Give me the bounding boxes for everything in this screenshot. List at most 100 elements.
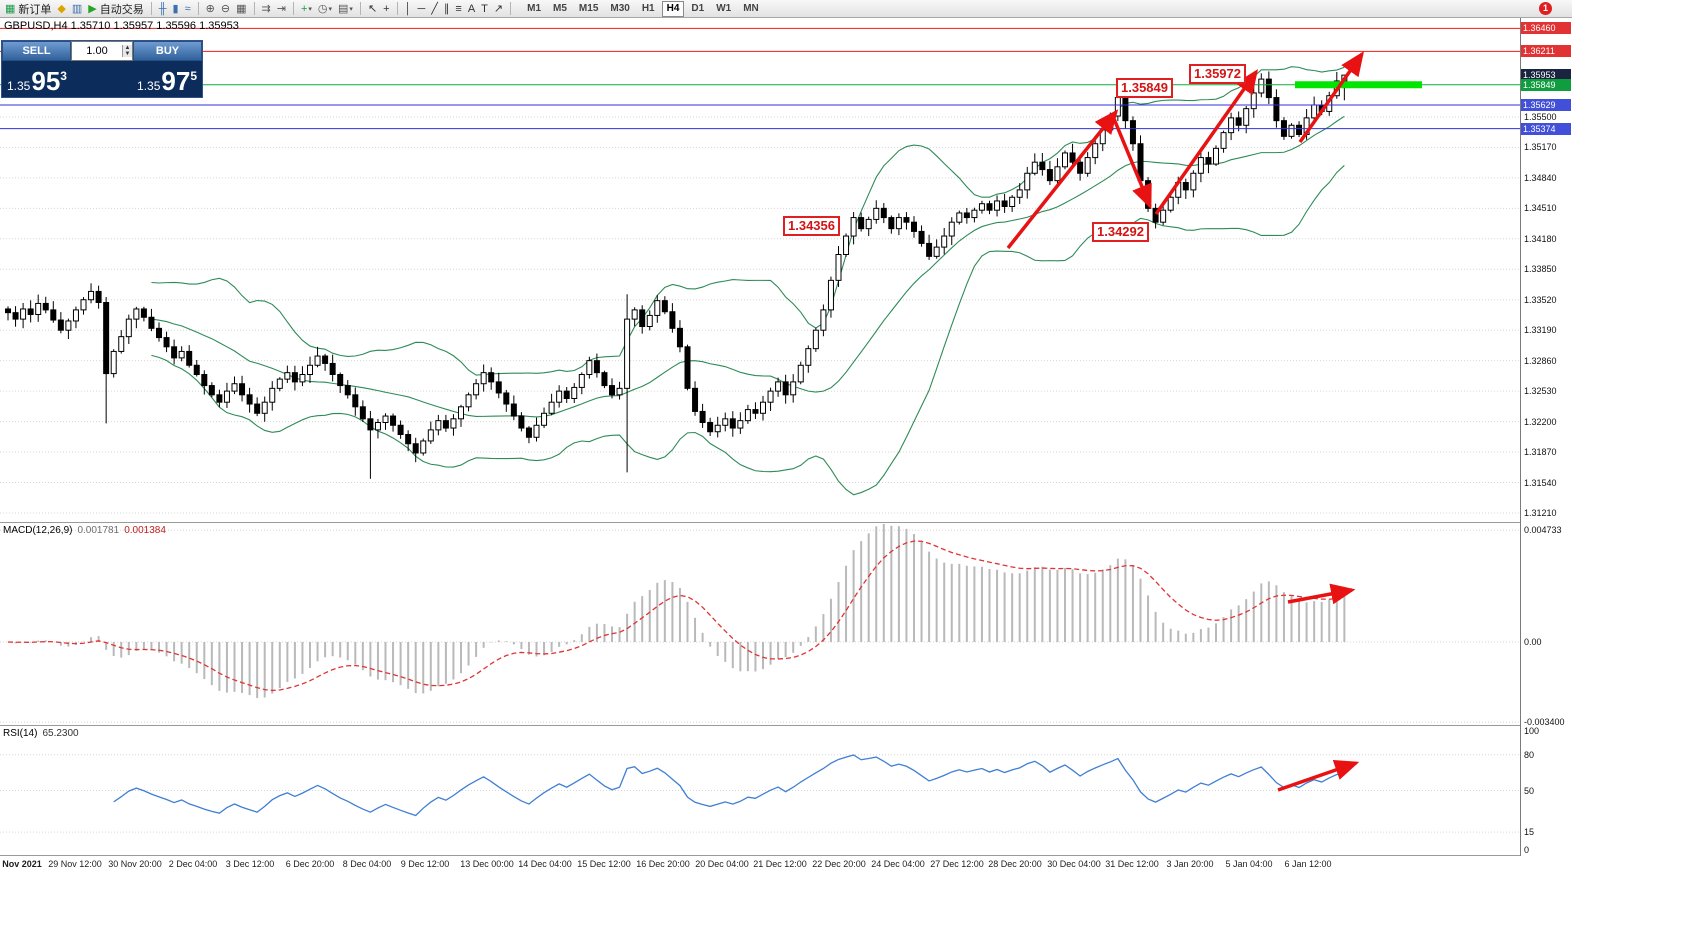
time-axis-label: 28 Dec 20:00 xyxy=(988,859,1042,869)
chart-shift-button[interactable]: ⇥ xyxy=(274,1,289,17)
volume-down-icon[interactable]: ▼ xyxy=(122,51,132,57)
panel-separator[interactable] xyxy=(0,725,1572,726)
price-annotation[interactable]: 1.34356 xyxy=(783,216,840,236)
profiles-icon[interactable]: ◆ xyxy=(54,1,68,17)
text-icon: A xyxy=(467,2,476,15)
bid-pips: 95 xyxy=(31,66,61,96)
mt4-window: ▦ 新订单 ◆ ▥ ▶ 自动交易 ╫ ▮ ≈ ⊕ ⊖ ▦ ⇉ ⇥ + ▾ ◷ ▾ ▤ ▾ ↖ + │ ─ ╱ ∥ ≡ A T ↗ M1 M5… xyxy=(0,0,1572,874)
macd-panel[interactable]: MACD(12,26,9) 0.001781 0.001384 xyxy=(0,523,1520,725)
time-axis[interactable]: Nov 2021 29 Nov 12:00 30 Nov 20:00 2 Dec 04… xyxy=(0,856,1572,874)
macd-axis-label: -0.003400 xyxy=(1524,717,1565,728)
price-axis-badge: 1.35629 xyxy=(1521,99,1571,112)
arrows-button[interactable]: ↗ xyxy=(491,1,506,17)
zoom-out-icon: ⊖ xyxy=(220,2,231,15)
price-axis-label: 1.33850 xyxy=(1524,264,1557,275)
zoom-out-button[interactable]: ⊖ xyxy=(218,1,233,17)
horizontal-lines[interactable] xyxy=(0,27,1520,130)
candles-layer xyxy=(5,71,1348,479)
notification-badge[interactable]: 1 xyxy=(1539,2,1552,15)
toolbar-separator xyxy=(253,2,255,15)
rsi-label: RSI(14) 65.2300 xyxy=(3,728,79,739)
templates-icon: ▤ xyxy=(338,2,349,15)
market-watch-icon[interactable]: ▥ xyxy=(69,1,85,17)
timeframe-h4-button[interactable]: H4 xyxy=(661,0,685,17)
toolbar-separator xyxy=(396,2,398,15)
crosshair-button[interactable]: + xyxy=(380,1,392,17)
price-annotation[interactable]: 1.35849 xyxy=(1116,78,1173,98)
dropdown-arrow-icon: ▾ xyxy=(308,5,312,13)
timeframe-bar: M1 M5 M15 M30 H1 H4 D1 W1 MN xyxy=(521,0,765,17)
price-annotation[interactable]: 1.34292 xyxy=(1092,222,1149,242)
timeframe-w1-button[interactable]: W1 xyxy=(716,2,732,14)
price-axis-badge: 1.35374 xyxy=(1521,122,1571,135)
rsi-axis-label: 50 xyxy=(1524,785,1535,796)
fibonacci-icon: ≡ xyxy=(455,2,462,15)
timeframe-m5-button[interactable]: M5 xyxy=(553,2,567,14)
autotrading-icon: ▶ xyxy=(88,2,97,15)
one-click-trading-panel: SELL 1.00 ▲ ▼ BUY 1.35953 1.35975 xyxy=(1,40,203,98)
rsi-panel[interactable]: RSI(14) 65.2300 xyxy=(0,726,1520,855)
price-annotation[interactable]: 1.35972 xyxy=(1189,64,1246,84)
fibonacci-button[interactable]: ≡ xyxy=(452,1,464,17)
cursor-button[interactable]: ↖ xyxy=(365,1,380,17)
price-axis-label: 1.32530 xyxy=(1524,386,1557,397)
volume-input[interactable]: 1.00 ▲ ▼ xyxy=(71,41,133,61)
timeframe-m1-button[interactable]: M1 xyxy=(527,2,542,14)
timeframe-mn-button[interactable]: MN xyxy=(743,2,759,14)
timeframe-h1-button[interactable]: H1 xyxy=(641,2,655,14)
price-axis[interactable]: 1.36460 1.36211 1.35953 1.35849 1.35629 1.355… xyxy=(1520,18,1572,856)
channel-icon: ∥ xyxy=(443,2,450,15)
price-chart[interactable]: GBPUSD,H4 1.35710 1.35957 1.35596 1.3595… xyxy=(0,18,1520,522)
timeframe-m15-button[interactable]: M15 xyxy=(578,2,599,14)
time-axis-label: 20 Dec 04:00 xyxy=(695,859,749,869)
templates-button[interactable]: ▤ ▾ xyxy=(335,1,356,17)
channel-button[interactable]: ∥ xyxy=(441,1,453,17)
time-axis-label: 15 Dec 12:00 xyxy=(577,859,631,869)
time-axis-label: 13 Dec 00:00 xyxy=(460,859,514,869)
buy-button[interactable]: BUY xyxy=(133,41,202,61)
time-axis-label: 29 Nov 12:00 xyxy=(48,859,102,869)
bid-point: 3 xyxy=(60,69,67,83)
rsi-canvas[interactable] xyxy=(0,726,1520,855)
rsi-name: RSI(14) xyxy=(3,728,38,739)
symbol-ohlc-label: GBPUSD,H4 1.35710 1.35957 1.35596 1.3595… xyxy=(4,20,239,32)
time-axis-label: 6 Dec 20:00 xyxy=(285,859,335,869)
trendline-icon: ╱ xyxy=(431,2,438,15)
panel-separator[interactable] xyxy=(0,522,1572,523)
time-axis-label: 3 Dec 12:00 xyxy=(225,859,275,869)
time-axis-label: 27 Dec 12:00 xyxy=(930,859,984,869)
timeframe-d1-button[interactable]: D1 xyxy=(691,2,705,14)
rsi-axis-label: 100 xyxy=(1524,726,1540,736)
zoom-in-button[interactable]: ⊕ xyxy=(203,1,218,17)
bar-chart-button[interactable]: ╫ xyxy=(156,1,170,17)
text-label-button[interactable]: T xyxy=(478,1,491,17)
candlestick-chart-button[interactable]: ▮ xyxy=(170,1,182,17)
new-order-button[interactable]: ▦ 新订单 xyxy=(2,1,54,17)
trend-arrows[interactable] xyxy=(1006,51,1365,250)
volume-value[interactable]: 1.00 xyxy=(86,45,108,57)
periods-button[interactable]: ◷ ▾ xyxy=(315,1,335,17)
horizontal-line-button[interactable]: ─ xyxy=(414,1,428,17)
auto-scroll-button[interactable]: ⇉ xyxy=(259,1,274,17)
sell-button[interactable]: SELL xyxy=(2,41,71,61)
chart-canvas[interactable] xyxy=(0,18,1520,522)
rsi-arrow[interactable] xyxy=(1277,759,1360,792)
macd-histogram xyxy=(14,524,1346,699)
autotrading-button[interactable]: ▶ 自动交易 xyxy=(85,1,146,17)
time-axis-label: 24 Dec 04:00 xyxy=(871,859,925,869)
price-axis-label: 1.33190 xyxy=(1524,325,1557,336)
macd-arrow[interactable] xyxy=(1287,583,1356,605)
rsi-value: 65.2300 xyxy=(42,728,79,739)
candlestick-chart-icon: ▮ xyxy=(172,2,179,15)
trendline-button[interactable]: ╱ xyxy=(428,1,441,17)
vertical-line-button[interactable]: │ xyxy=(402,1,415,17)
indicators-button[interactable]: + ▾ xyxy=(298,1,315,17)
text-button[interactable]: A xyxy=(465,1,478,17)
line-chart-button[interactable]: ≈ xyxy=(182,1,194,17)
crosshair-icon: + xyxy=(383,2,390,15)
macd-name: MACD(12,26,9) xyxy=(3,525,73,536)
tile-windows-button[interactable]: ▦ xyxy=(233,1,249,17)
volume-up-icon[interactable]: ▲ xyxy=(122,45,132,51)
timeframe-m30-button[interactable]: M30 xyxy=(610,2,630,14)
macd-canvas[interactable] xyxy=(0,523,1520,725)
